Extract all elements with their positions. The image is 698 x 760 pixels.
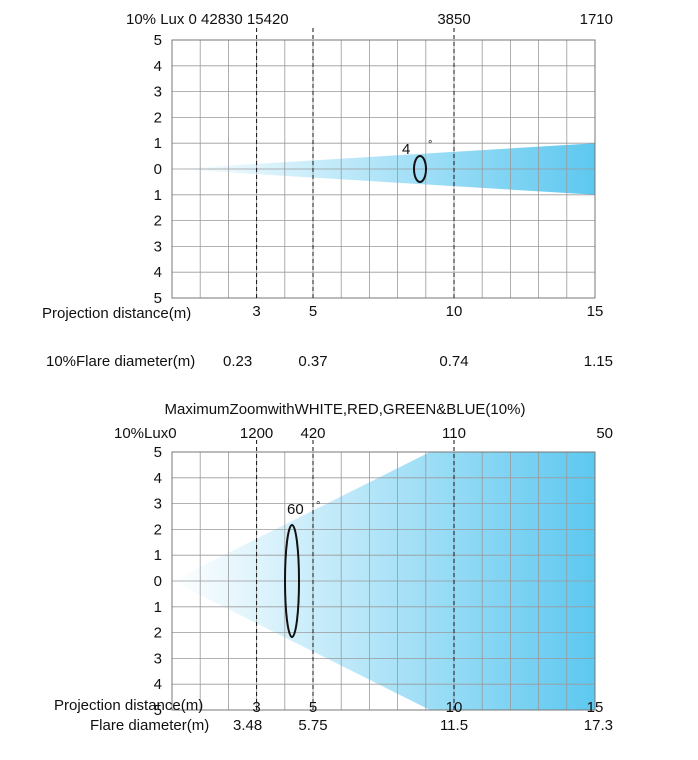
x-tick-label: 3 — [252, 303, 260, 320]
y-tick-label: 1 — [154, 599, 162, 616]
flare-diameter-value: 0.23 — [223, 353, 252, 370]
y-tick-label: 2 — [154, 521, 162, 538]
lux-value: 50 — [596, 425, 613, 442]
x-axis-label: Projection distance(m) — [54, 697, 203, 714]
lux-value: 1200 — [240, 425, 273, 442]
plot-frame — [171, 451, 596, 711]
flare-diameter-label: 10%Flare diameter(m) — [46, 353, 195, 370]
y-tick-label: 5 — [154, 32, 162, 49]
flare-diameter-label: Flare diameter(m) — [90, 717, 209, 734]
y-tick-label: 4 — [154, 58, 162, 75]
beam-angle-ellipse — [284, 524, 300, 638]
y-tick-label: 0 — [154, 573, 162, 590]
x-tick-label: 3 — [252, 699, 260, 716]
flare-diameter-value: 5.75 — [298, 717, 327, 734]
y-tick-label: 5 — [154, 290, 162, 307]
y-tick-label: 3 — [154, 650, 162, 667]
y-tick-label: 1 — [154, 547, 162, 564]
lux-label: 10% Lux 0 42830 15420 — [126, 11, 289, 28]
beam-angle-label: 60 — [287, 501, 304, 518]
degree-symbol: ° — [428, 139, 432, 151]
x-tick-label: 5 — [309, 303, 317, 320]
y-tick-label: 5 — [154, 444, 162, 461]
beam-angle-label: 4 — [402, 141, 410, 158]
y-tick-label: 4 — [154, 676, 162, 693]
x-tick-label: 15 — [587, 303, 604, 320]
y-tick-label: 3 — [154, 238, 162, 255]
flare-diameter-value: 17.3 — [584, 717, 613, 734]
flare-diameter-value: 1.15 — [584, 353, 613, 370]
y-tick-label: 0 — [154, 161, 162, 178]
wide-zoom-beam-chart: MaximumZoomwithWHITE,RED,GREEN&BLUE(10%)… — [54, 401, 613, 734]
x-tick-label: 5 — [309, 699, 317, 716]
lux-value: 420 — [300, 425, 325, 442]
x-axis-label: Projection distance(m) — [42, 305, 191, 322]
y-tick-label: 3 — [154, 84, 162, 101]
y-tick-label: 4 — [154, 264, 162, 281]
x-tick-label: 15 — [587, 699, 604, 716]
flare-diameter-value: 0.74 — [439, 353, 468, 370]
flare-diameter-value: 0.37 — [298, 353, 327, 370]
y-tick-label: 2 — [154, 213, 162, 230]
x-tick-label: 10 — [446, 699, 463, 716]
lux-value: 110 — [442, 425, 466, 442]
lux-value: 1710 — [580, 11, 613, 28]
y-tick-label: 5 — [154, 702, 162, 719]
y-tick-label: 1 — [154, 187, 162, 204]
y-tick-label: 2 — [154, 109, 162, 126]
y-tick-label: 4 — [154, 470, 162, 487]
x-tick-label: 10 — [446, 303, 463, 320]
chart-title: MaximumZoomwithWHITE,RED,GREEN&BLUE(10%) — [165, 401, 526, 418]
beam-angle-ellipse — [413, 155, 427, 183]
y-tick-label: 2 — [154, 625, 162, 642]
flare-diameter-value: 11.5 — [440, 717, 468, 734]
plot-frame — [171, 39, 596, 299]
flare-diameter-value: 3.48 — [233, 717, 262, 734]
lux-label: 10%Lux0 — [114, 425, 177, 442]
y-tick-label: 1 — [154, 135, 162, 152]
y-tick-label: 3 — [154, 496, 162, 513]
lux-value: 3850 — [437, 11, 470, 28]
degree-symbol: ° — [316, 500, 320, 512]
